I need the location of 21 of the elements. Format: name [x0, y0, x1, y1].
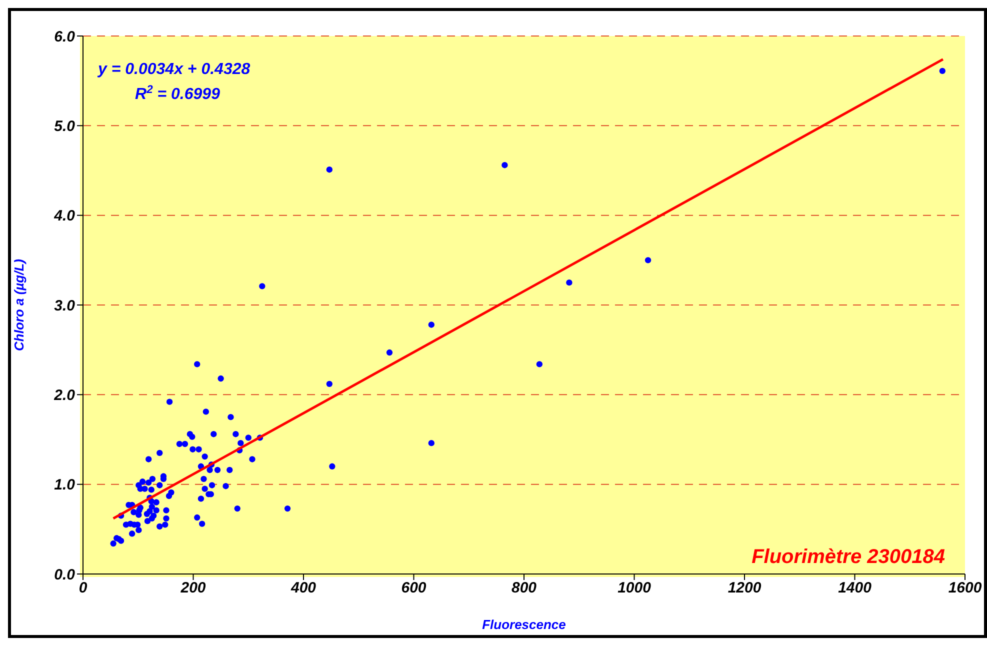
- y-tick-label: 6.0: [54, 28, 76, 46]
- x-tick-label: 400: [290, 580, 317, 597]
- x-tick-label: 0: [78, 580, 88, 597]
- annotation: y = 0.0034x + 0.4328: [97, 61, 250, 78]
- x-tick-label: 200: [180, 580, 206, 597]
- x-tick-label: 1000: [618, 580, 652, 597]
- x-tick-label: 600: [401, 580, 427, 597]
- annotation: R$^{2}$ = 0.6999: [135, 84, 220, 103]
- x-tick-label: 800: [511, 580, 538, 597]
- y-tick-label: 4.0: [53, 208, 76, 225]
- x-axis-title: Fluorescence: [482, 617, 566, 632]
- x-tick-label: 1600: [948, 580, 982, 597]
- y-tick-label: 1.0: [54, 476, 76, 494]
- y-tick-label: 2.0: [53, 386, 76, 404]
- y-tick-label: 3.0: [54, 297, 76, 314]
- x-tick-label: 1400: [838, 580, 872, 597]
- x-tick-label: 1200: [728, 580, 762, 597]
- y-tick-label: 5.0: [54, 118, 76, 135]
- annotation: Fluorimètre 2300184: [752, 546, 945, 568]
- y-axis-title: Chloro a (µg/L): [12, 259, 27, 351]
- y-tick-label: 0.0: [54, 566, 76, 584]
